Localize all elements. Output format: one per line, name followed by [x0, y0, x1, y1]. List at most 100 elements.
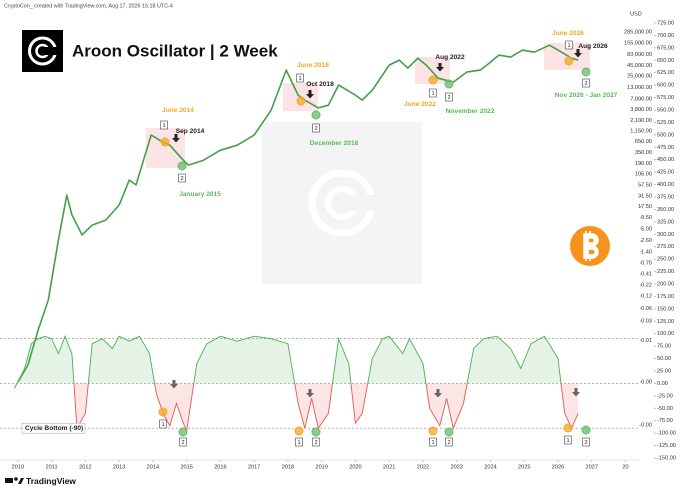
event-marker [444, 79, 454, 89]
number-tag-box [582, 78, 590, 88]
price-tick-label: 0.41 [641, 271, 652, 277]
osc-tick-label: 0.00 [657, 381, 668, 387]
number-tag-box [565, 40, 573, 50]
osc-tick-label: 175.00 [657, 294, 674, 300]
number-tag: 1 [298, 76, 301, 82]
logo [22, 30, 63, 72]
number-tag-box [582, 437, 590, 447]
event-marker [160, 137, 170, 147]
number-tag-box [312, 437, 320, 447]
price-tick-label: 7,000.00 [630, 96, 652, 102]
number-tag: 2 [447, 95, 450, 101]
annotation: June 2014 [162, 107, 194, 114]
number-tag-box [445, 437, 453, 447]
event-marker [428, 426, 438, 436]
price-tick-label: 105.00 [635, 172, 652, 178]
event-marker [294, 426, 304, 436]
event-marker [158, 407, 168, 417]
osc-tick-label: 25.00 [657, 368, 671, 374]
number-tag-box [178, 173, 186, 183]
osc-tick-label: 100.00 [657, 331, 674, 337]
osc-tick-label: 725.00 [657, 20, 674, 26]
osc-tick-label: 700.00 [657, 33, 674, 39]
price-tick-label: 13,000.00 [627, 85, 652, 91]
osc-tick-label: 300.00 [657, 232, 674, 238]
number-tag-box [564, 435, 572, 445]
number-tag-box [159, 419, 167, 429]
osc-tick-label: 575.00 [657, 95, 674, 101]
osc-tick-label: 500.00 [657, 132, 674, 138]
price-tick-label: 0.06 [641, 306, 652, 312]
number-tag-box [429, 88, 437, 98]
price-tick-label: 3,800.00 [630, 107, 652, 113]
osc-tick-label: -100.00 [657, 431, 676, 437]
osc-tick-label: 375.00 [657, 194, 674, 200]
cycle-bottom-axis-label: -0.00 [639, 423, 652, 429]
x-tick-label: 2017 [248, 464, 260, 470]
credit: CryptoCon_ created with TradingView.com,… [4, 3, 173, 9]
osc-tick-label: 250.00 [657, 257, 674, 263]
x-tick-label: 2012 [79, 464, 91, 470]
x-tick-label: 2011 [46, 464, 58, 470]
osc-tick-label: -50.00 [657, 406, 673, 412]
watermark [262, 122, 422, 284]
osc-tick-label: 325.00 [657, 219, 674, 225]
annotation: June 2022 [404, 101, 436, 108]
event-marker [177, 161, 187, 171]
bitcoin-icon [570, 226, 610, 266]
price-tick-label: 83,000.00 [627, 52, 652, 58]
annotation: Aug 2026 [578, 43, 608, 50]
osc-tick-label: 475.00 [657, 145, 674, 151]
arrow [436, 63, 444, 72]
footer-logo-icon [5, 477, 24, 484]
x-tick-label: 2015 [180, 464, 192, 470]
event-marker [581, 425, 591, 435]
osc-tick-label: 200.00 [657, 281, 674, 287]
annotation: January 2015 [179, 191, 221, 198]
annotation: Nov 2026 - Jan 2027 [555, 92, 618, 99]
price-tick-label: 0.00 [641, 380, 652, 386]
annotation: June 2026 [552, 30, 584, 37]
price-tick-label: 57.50 [638, 183, 652, 189]
x-tick-label: 2010 [12, 464, 24, 470]
currency: USD [630, 11, 642, 17]
price-tick-label: 2,100.00 [630, 118, 652, 124]
number-tag: 1 [162, 123, 165, 129]
number-tag: 1 [297, 440, 300, 446]
price-tick-label: 350.00 [635, 150, 652, 156]
osc-tick-label: 625.00 [657, 70, 674, 76]
price-tick-label: 190.00 [635, 161, 652, 167]
price-tick-label: 650.00 [635, 139, 652, 145]
x-tick-label: 2024 [484, 464, 496, 470]
price-tick-label: 31.50 [638, 193, 652, 199]
event-marker [564, 56, 574, 66]
osc-tick-label: 400.00 [657, 182, 674, 188]
price-tick-label: 9.50 [641, 215, 652, 221]
osc-tick-label: -25.00 [657, 393, 673, 399]
x-tick-label: 2019 [315, 464, 327, 470]
footer-logo: TradingView [26, 476, 76, 486]
annotation: Cycle Bottom (-90) [25, 425, 83, 432]
number-tag-box [312, 123, 320, 133]
highlight-zone [146, 128, 185, 168]
arrow [306, 90, 314, 99]
osc-area [14, 336, 579, 431]
number-tag-box [429, 437, 437, 447]
arrow [172, 134, 180, 143]
number-tag-box [179, 437, 187, 447]
osc-tick-label: 650.00 [657, 58, 674, 64]
annotation: Aug 2022 [435, 54, 465, 61]
number-tag-box [296, 73, 304, 83]
x-tick-label: 2023 [450, 464, 462, 470]
number-tag-box [445, 92, 453, 102]
number-tag: 2 [584, 440, 587, 446]
osc-tick-label: 150.00 [657, 306, 674, 312]
x-tick-label: 2014 [147, 464, 159, 470]
x-tick-label: 2013 [113, 464, 125, 470]
price-tick-label: 0.75 [641, 261, 652, 267]
event-marker [178, 427, 188, 437]
event-marker [581, 67, 591, 77]
number-tag: 2 [314, 126, 317, 132]
price-tick-label: 2.60 [641, 238, 652, 244]
x-tick-label: 2026 [552, 464, 564, 470]
